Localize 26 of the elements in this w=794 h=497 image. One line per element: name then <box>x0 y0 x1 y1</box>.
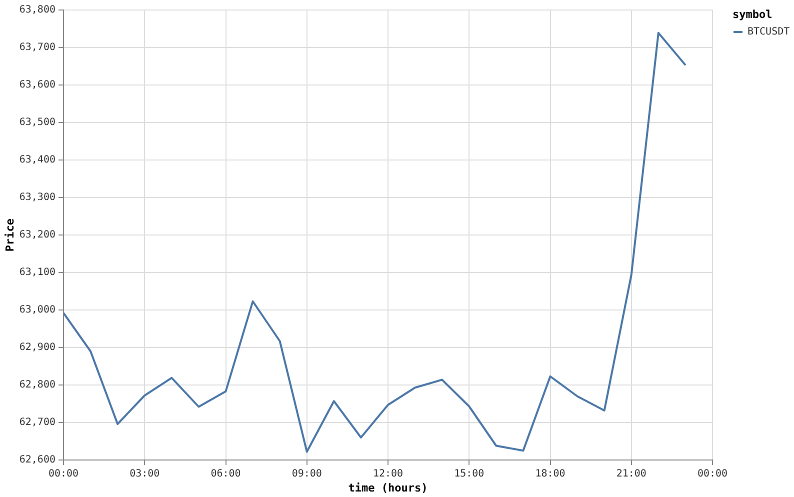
y-tick-label: 63,100 <box>19 267 56 278</box>
y-tick-label: 63,500 <box>19 117 56 128</box>
legend-title: symbol <box>732 8 772 21</box>
x-tick-label: 18:00 <box>535 468 566 480</box>
x-tick-label: 15:00 <box>454 468 484 480</box>
y-tick-label: 63,200 <box>19 230 56 241</box>
y-tick-label: 63,000 <box>19 304 56 316</box>
x-tick-label: 00:00 <box>697 468 728 480</box>
y-tick-label: 63,400 <box>19 154 56 166</box>
y-tick-label: 63,700 <box>19 42 56 54</box>
y-tick-label: 63,800 <box>19 4 56 16</box>
y-tick-label: 62,700 <box>19 417 56 428</box>
x-tick-label: 00:00 <box>48 468 79 480</box>
y-tick-label: 63,300 <box>19 192 56 204</box>
y-axis-title: Price <box>3 218 16 252</box>
x-tick-label: 12:00 <box>372 468 404 480</box>
x-tick-label: 03:00 <box>130 468 160 480</box>
legend-label: BTCUSDT <box>748 26 790 38</box>
x-axis-title: time (hours) <box>348 481 428 494</box>
y-tick-label: 62,800 <box>19 380 56 391</box>
x-tick-label: 21:00 <box>616 468 646 480</box>
x-tick-label: 06:00 <box>210 468 241 480</box>
y-tick-label: 62,900 <box>19 342 56 354</box>
x-tick-label: 09:00 <box>292 468 322 480</box>
y-tick-label: 63,600 <box>19 80 56 91</box>
y-tick-label: 62,600 <box>19 454 56 466</box>
